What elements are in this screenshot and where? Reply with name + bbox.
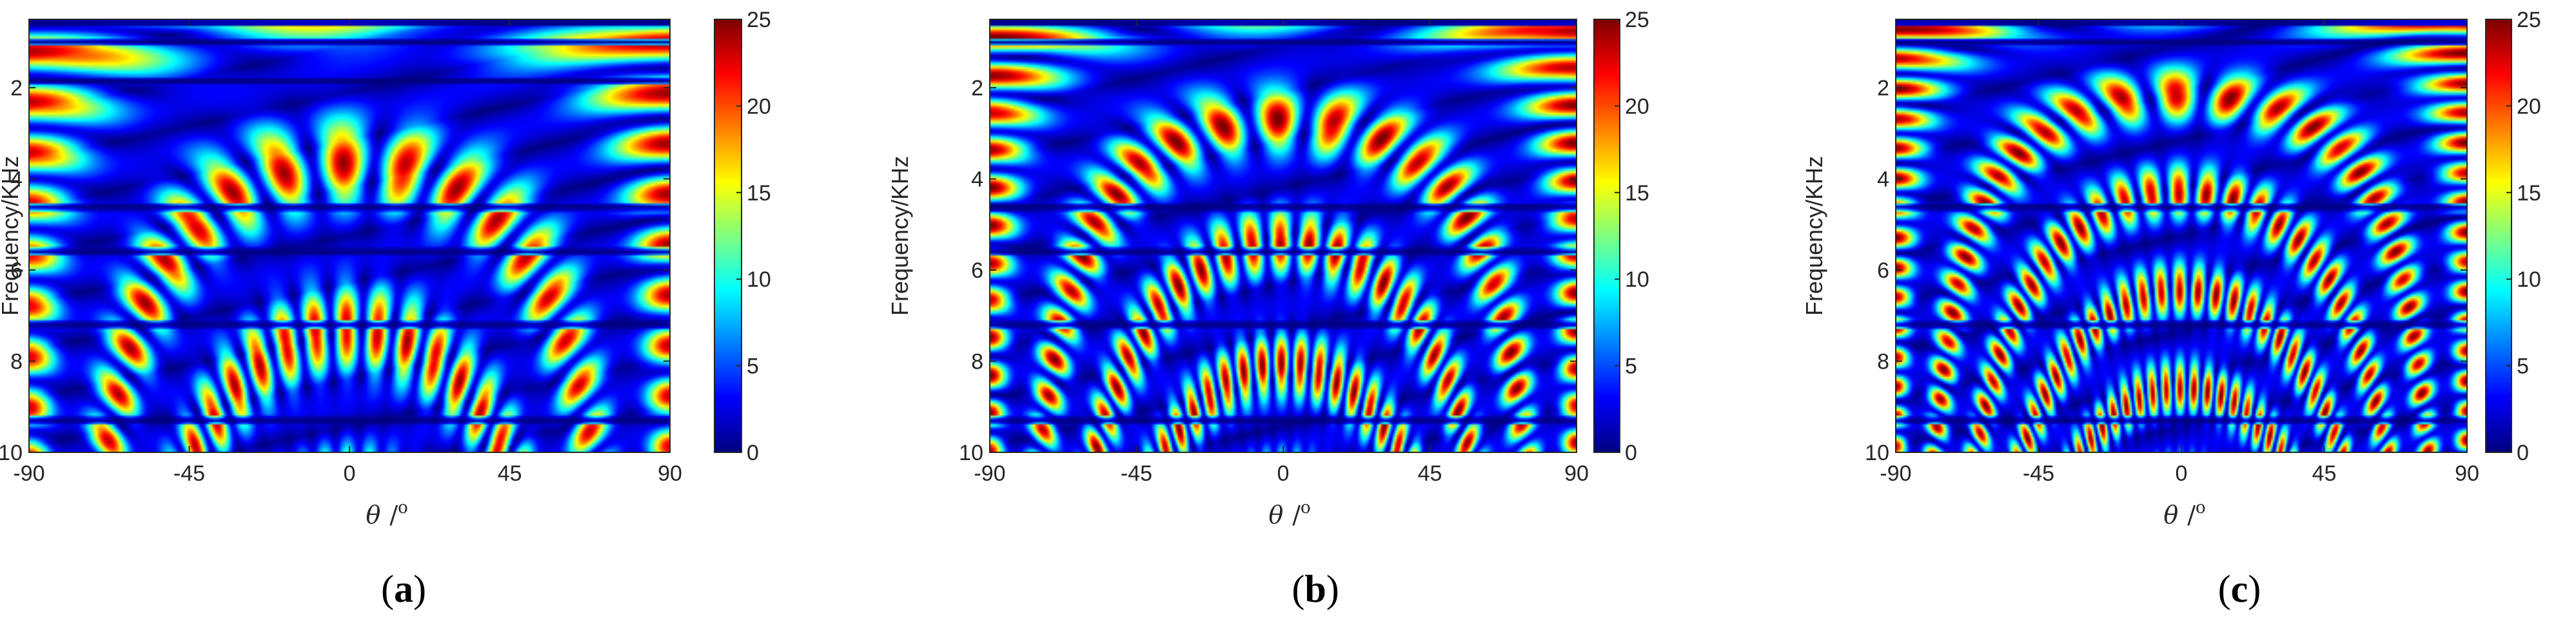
y-tick-label: 6 <box>10 258 23 283</box>
colorbar-tick-label: 0 <box>1625 441 1637 465</box>
colorbar-tick-label: 20 <box>2517 94 2541 119</box>
x-tick-label: -45 <box>2023 461 2054 486</box>
chart-panel-a: -90 -45 0 45 90 2 4 6 8 10 Frequency/KHz θ/o 0 5 1… <box>0 0 859 636</box>
y-tick-label: 6 <box>1877 258 1889 283</box>
colorbar-tick-label: 5 <box>1625 354 1637 379</box>
colorbar-ticks: 0 5 10 15 20 25 <box>1615 8 1649 465</box>
heatmap-image <box>990 19 1577 452</box>
x-axis-ticks: -90 -45 0 45 90 <box>13 19 682 486</box>
colorbar-gradient <box>1594 19 1620 452</box>
x-tick-label: -90 <box>1880 461 1911 486</box>
colorbar: 0 5 10 15 20 25 <box>1593 8 1649 465</box>
y-axis-label: Frequency/KHz <box>887 156 913 316</box>
x-tick-label: 0 <box>344 461 356 486</box>
y-axis-ticks: 2 4 6 8 10 <box>1865 76 2467 465</box>
x-axis-label: θ/o <box>366 498 408 529</box>
heatmap-image <box>29 19 670 452</box>
x-axis-label: θ/o <box>2163 498 2205 529</box>
panel-caption-b: (b) <box>1292 568 1339 610</box>
colorbar-tick-label: 15 <box>2517 181 2541 206</box>
y-tick-label: 2 <box>1877 76 1889 101</box>
y-tick-label: 4 <box>10 168 23 192</box>
x-tick-label: -90 <box>974 461 1005 486</box>
y-tick-label: 10 <box>1865 441 1889 465</box>
colorbar-frame <box>1593 19 1620 453</box>
y-tick-label: 4 <box>1877 168 1889 192</box>
colorbar: 0 5 10 15 20 25 <box>714 8 771 465</box>
y-tick-label: 8 <box>10 350 23 374</box>
colorbar-tick-label: 5 <box>747 354 759 379</box>
heatmap-plot-area <box>1895 19 2468 453</box>
chart-panel-c: -90 -45 0 45 90 2 4 6 8 10 Frequency/KHz θ/o 0 5 1… <box>1718 0 2576 636</box>
colorbar: 0 5 10 15 20 25 <box>2485 8 2541 465</box>
colorbar-frame <box>2485 19 2512 453</box>
y-tick-label: 6 <box>971 258 983 283</box>
chart-svg-a: -90 -45 0 45 90 2 4 6 8 10 Frequency/KHz θ/o 0 5 1… <box>0 8 771 529</box>
y-tick-label: 8 <box>1877 350 1889 374</box>
y-axis-ticks: 2 4 6 8 10 <box>0 76 670 465</box>
panel-caption-c: (c) <box>2217 568 2261 610</box>
x-tick-label: 90 <box>1564 461 1589 486</box>
x-tick-label: 0 <box>1277 461 1290 486</box>
y-tick-label: 10 <box>0 441 23 465</box>
x-axis-ticks: -90 -45 0 45 90 <box>1880 19 2479 486</box>
x-axis-label: θ/o <box>1268 498 1310 529</box>
colorbar-tick-label: 25 <box>2517 8 2541 32</box>
colorbar-tick-label: 10 <box>747 267 771 292</box>
chart-panel-b: -90 -45 0 45 90 2 4 6 8 10 Frequency/KHz θ/o 0 5 1… <box>859 0 1718 636</box>
panel-caption-a: (a) <box>381 568 426 610</box>
colorbar-tick-label: 10 <box>1625 267 1649 292</box>
colorbar-tick-label: 0 <box>2517 441 2529 465</box>
y-tick-label: 10 <box>959 441 983 465</box>
colorbar-gradient <box>2486 19 2512 452</box>
heatmap-image <box>1896 19 2467 452</box>
colorbar-tick-label: 20 <box>747 94 771 119</box>
heatmap-plot-area <box>28 19 671 453</box>
colorbar-frame <box>714 19 742 453</box>
x-tick-label: 90 <box>2455 461 2479 486</box>
colorbar-tick-label: 25 <box>1625 8 1649 32</box>
x-tick-label: 90 <box>658 461 682 486</box>
x-tick-label: 45 <box>498 461 522 486</box>
colorbar-tick-label: 10 <box>2517 267 2541 292</box>
x-tick-label: -90 <box>13 461 44 486</box>
y-tick-label: 2 <box>971 76 983 101</box>
colorbar-tick-label: 25 <box>747 8 771 32</box>
chart-svg-b: -90 -45 0 45 90 2 4 6 8 10 Frequency/KHz θ/o 0 5 1… <box>887 8 1649 529</box>
colorbar-tick-label: 5 <box>2517 354 2529 379</box>
heatmap-plot-area <box>989 19 1577 453</box>
colorbar-tick-label: 15 <box>747 181 771 206</box>
colorbar-tick-label: 0 <box>747 441 759 465</box>
chart-svg-c: -90 -45 0 45 90 2 4 6 8 10 Frequency/KHz θ/o 0 5 1… <box>1801 8 2541 529</box>
colorbar-ticks: 0 5 10 15 20 25 <box>2506 8 2541 465</box>
y-tick-label: 4 <box>971 168 983 192</box>
y-axis-label: Frequency/KHz <box>0 156 23 316</box>
x-tick-label: -45 <box>173 461 205 486</box>
x-tick-label: 45 <box>2312 461 2337 486</box>
x-tick-label: 0 <box>2176 461 2188 486</box>
y-tick-label: 8 <box>971 350 983 374</box>
x-tick-label: 45 <box>1418 461 1442 486</box>
y-axis-label: Frequency/KHz <box>1801 156 1827 316</box>
x-axis-ticks: -90 -45 0 45 90 <box>974 19 1589 486</box>
colorbar-ticks: 0 5 10 15 20 25 <box>736 8 771 465</box>
colorbar-tick-label: 20 <box>1625 94 1649 119</box>
y-axis-ticks: 2 4 6 8 10 <box>959 76 1577 465</box>
x-tick-label: -45 <box>1121 461 1152 486</box>
y-tick-label: 2 <box>10 76 23 101</box>
colorbar-gradient <box>714 19 742 452</box>
colorbar-tick-label: 15 <box>1625 181 1649 206</box>
